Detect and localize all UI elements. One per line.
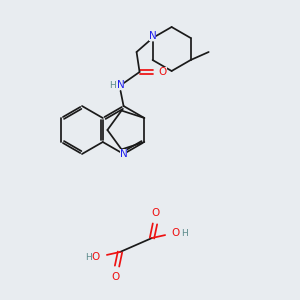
- Text: O: O: [92, 252, 100, 262]
- Text: O: O: [172, 228, 180, 238]
- Text: O: O: [152, 208, 160, 218]
- Text: H: H: [109, 80, 116, 89]
- Text: N: N: [120, 149, 128, 159]
- Text: H: H: [181, 229, 188, 238]
- Text: O: O: [112, 272, 120, 282]
- Text: N: N: [117, 80, 124, 90]
- Text: O: O: [158, 67, 167, 77]
- Text: H: H: [85, 253, 92, 262]
- Text: N: N: [149, 31, 156, 41]
